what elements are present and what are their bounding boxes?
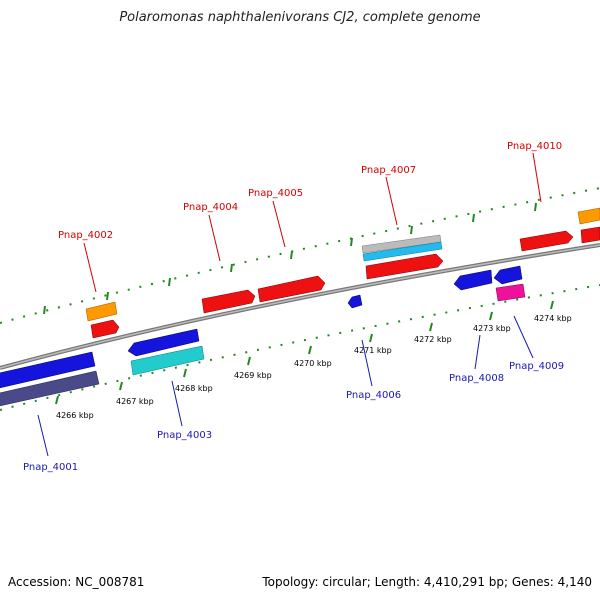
gene-label-pnap-4007[interactable]: Pnap_4007 [361, 165, 416, 176]
gene-pnap-4002[interactable] [85, 301, 120, 339]
gene-pnap-4006[interactable] [347, 294, 363, 309]
gene-pnap-4005[interactable] [257, 275, 326, 303]
gene-pnap-4009[interactable] [495, 283, 526, 302]
top-tick-marks [43, 202, 537, 315]
gene-label-pnap-4009[interactable]: Pnap_4009 [509, 361, 564, 372]
tick-label-4267: 4267 kbp [116, 397, 154, 406]
gene-pnap-4007[interactable] [361, 234, 444, 280]
gene-pnap-4010[interactable] [519, 207, 600, 252]
map-title: Polaromonas naphthalenivorans CJ2, compl… [119, 10, 481, 25]
gene-pnap-4008[interactable] [453, 265, 523, 291]
gene-label-pnap-4010[interactable]: Pnap_4010 [507, 141, 562, 152]
gene-label-pnap-4005[interactable]: Pnap_4005 [248, 188, 303, 199]
top-scale-line [0, 187, 600, 324]
tick-label-4271: 4271 kbp [354, 346, 392, 355]
gene-label-pnap-4003[interactable]: Pnap_4003 [157, 430, 212, 441]
gene-pnap-4001[interactable] [0, 351, 100, 407]
tick-label-4274: 4274 kbp [534, 314, 572, 323]
gene-label-pnap-4001[interactable]: Pnap_4001 [23, 462, 78, 473]
gene-pnap-4003[interactable] [127, 328, 205, 376]
gene-label-pnap-4008[interactable]: Pnap_4008 [449, 373, 504, 384]
tick-label-4269: 4269 kbp [234, 371, 272, 380]
tick-label-4272: 4272 kbp [414, 335, 452, 344]
bottom-leader-lines [37, 315, 534, 457]
kbp-tick-marks [55, 300, 554, 405]
tick-label-4270: 4270 kbp [294, 359, 332, 368]
genome-summary-text: Topology: circular; Length: 4,410,291 bp… [262, 575, 592, 589]
gene-label-pnap-4002[interactable]: Pnap_4002 [58, 230, 113, 241]
tick-label-4266: 4266 kbp [56, 411, 94, 420]
bottom-scale-line [0, 284, 600, 411]
top-leader-lines [83, 152, 542, 293]
gene-pnap-4004[interactable] [201, 289, 256, 314]
tick-label-4273: 4273 kbp [473, 324, 511, 333]
genome-backbone [0, 243, 600, 370]
gene-label-pnap-4006[interactable]: Pnap_4006 [346, 390, 401, 401]
accession-text: Accession: NC_008781 [8, 575, 145, 589]
gene-label-pnap-4004[interactable]: Pnap_4004 [183, 202, 238, 213]
tick-label-4268: 4268 kbp [175, 384, 213, 393]
